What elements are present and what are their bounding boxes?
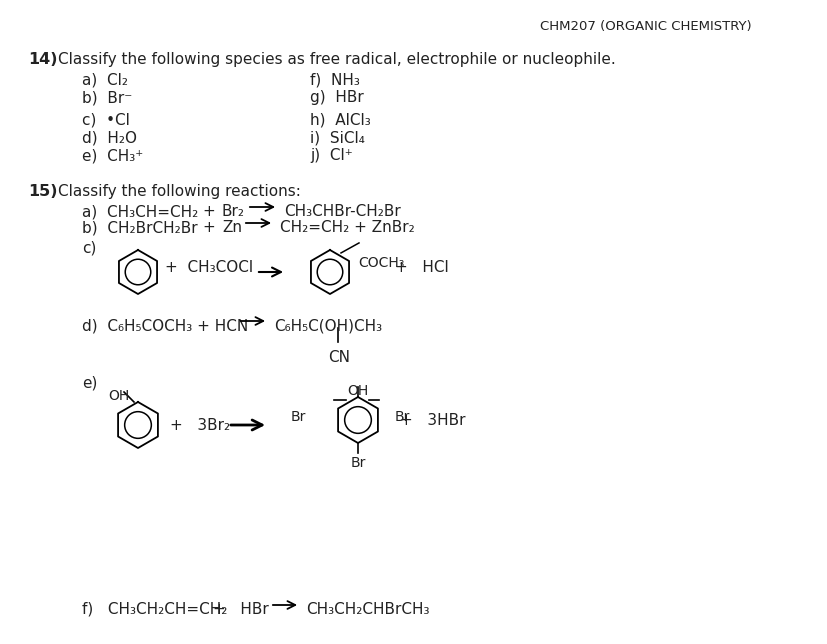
Text: COCH₃: COCH₃: [357, 256, 404, 270]
Text: Zn: Zn: [222, 220, 241, 235]
Text: +  CH₃COCl: + CH₃COCl: [165, 260, 253, 275]
Text: 14): 14): [28, 52, 57, 67]
Text: CN: CN: [327, 350, 350, 365]
Text: f)  NH₃: f) NH₃: [309, 72, 360, 87]
Text: Classify the following species as free radical, electrophile or nucleophile.: Classify the following species as free r…: [58, 52, 615, 67]
Text: c)  •Cl: c) •Cl: [82, 112, 130, 127]
Text: +   HBr: + HBr: [213, 602, 269, 617]
Text: OH: OH: [347, 384, 368, 398]
Text: Br: Br: [290, 410, 306, 424]
Text: +: +: [202, 204, 214, 219]
Text: i)  SiCl₄: i) SiCl₄: [309, 130, 365, 145]
Text: 15): 15): [28, 184, 57, 199]
Text: CH₂=CH₂ + ZnBr₂: CH₂=CH₂ + ZnBr₂: [280, 220, 414, 235]
Text: +   HCl: + HCl: [394, 260, 448, 275]
Text: g)  HBr: g) HBr: [309, 90, 363, 105]
Text: CH₃CHBr-CH₂Br: CH₃CHBr-CH₂Br: [284, 204, 400, 219]
Text: c): c): [82, 240, 96, 255]
Text: a)  Cl₂: a) Cl₂: [82, 72, 128, 87]
Text: b)  Br⁻: b) Br⁻: [82, 90, 132, 105]
Text: OH: OH: [108, 389, 129, 403]
Text: CHM207 (ORGANIC CHEMISTRY): CHM207 (ORGANIC CHEMISTRY): [539, 20, 751, 33]
Text: Br₂: Br₂: [222, 204, 245, 219]
Text: j)  Cl⁺: j) Cl⁺: [309, 148, 352, 163]
Text: f)   CH₃CH₂CH=CH₂: f) CH₃CH₂CH=CH₂: [82, 602, 227, 617]
Text: e): e): [82, 375, 98, 390]
Text: Classify the following reactions:: Classify the following reactions:: [58, 184, 300, 199]
Text: d)  H₂O: d) H₂O: [82, 130, 136, 145]
Text: Br: Br: [350, 456, 366, 470]
Text: +: +: [202, 220, 214, 235]
Text: b)  CH₂BrCH₂Br: b) CH₂BrCH₂Br: [82, 220, 198, 235]
Text: +   3Br₂: + 3Br₂: [170, 418, 230, 433]
Text: d)  C₆H₅COCH₃ + HCN: d) C₆H₅COCH₃ + HCN: [82, 318, 248, 333]
Text: h)  AlCl₃: h) AlCl₃: [309, 112, 370, 127]
Text: a)  CH₃CH=CH₂: a) CH₃CH=CH₂: [82, 204, 198, 219]
Text: Br: Br: [394, 410, 410, 424]
Text: +   3HBr: + 3HBr: [399, 413, 465, 428]
Text: C₆H₅C(OH)CH₃: C₆H₅C(OH)CH₃: [274, 318, 382, 333]
Text: e)  CH₃⁺: e) CH₃⁺: [82, 148, 143, 163]
Text: CH₃CH₂CHBrCH₃: CH₃CH₂CHBrCH₃: [306, 602, 429, 617]
